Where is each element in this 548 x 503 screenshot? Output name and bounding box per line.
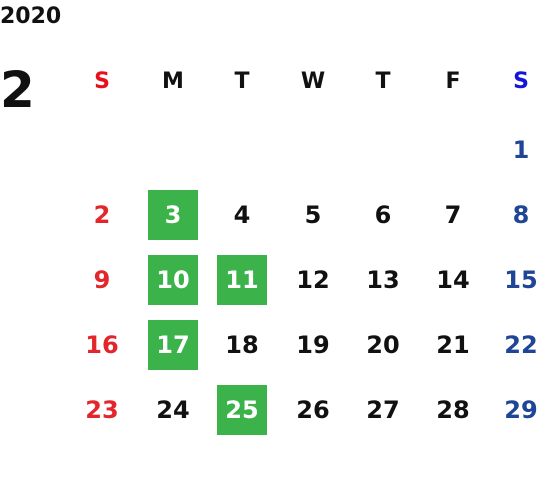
day-cell-5[interactable]: 5	[304, 201, 322, 229]
day-cell-16[interactable]: 16	[85, 331, 119, 359]
day-cell-23[interactable]: 23	[85, 396, 119, 424]
day-cell-10[interactable]: 10	[148, 255, 198, 305]
day-cell-25[interactable]: 25	[217, 385, 267, 435]
day-cell-27[interactable]: 27	[366, 396, 400, 424]
month-number: 2	[0, 61, 35, 119]
year-label: 2020	[0, 4, 62, 29]
day-cell-19[interactable]: 19	[296, 331, 330, 359]
day-cell-22[interactable]: 22	[504, 331, 538, 359]
day-cell-11[interactable]: 11	[217, 255, 267, 305]
weekday-header-saturday: S	[513, 69, 529, 94]
day-cell-28[interactable]: 28	[436, 396, 470, 424]
day-cell-12[interactable]: 12	[296, 266, 330, 294]
day-cell-26[interactable]: 26	[296, 396, 330, 424]
day-cell-3[interactable]: 3	[148, 190, 198, 240]
day-cell-13[interactable]: 13	[366, 266, 400, 294]
day-cell-18[interactable]: 18	[225, 331, 259, 359]
day-cell-24[interactable]: 24	[156, 396, 190, 424]
day-cell-6[interactable]: 6	[374, 201, 392, 229]
day-cell-17[interactable]: 17	[148, 320, 198, 370]
day-cell-8[interactable]: 8	[512, 201, 530, 229]
day-cell-4[interactable]: 4	[233, 201, 251, 229]
day-cell-9[interactable]: 9	[93, 266, 111, 294]
day-cell-20[interactable]: 20	[366, 331, 400, 359]
weekday-header-thursday: T	[375, 69, 391, 94]
weekday-header-sunday: S	[94, 69, 110, 94]
weekday-header-monday: M	[162, 69, 184, 94]
weekday-header-friday: F	[445, 69, 461, 94]
weekday-header-wednesday: W	[300, 69, 326, 94]
day-cell-21[interactable]: 21	[436, 331, 470, 359]
weekday-header-tuesday: T	[234, 69, 250, 94]
day-cell-29[interactable]: 29	[504, 396, 538, 424]
day-cell-2[interactable]: 2	[93, 201, 111, 229]
day-cell-7[interactable]: 7	[444, 201, 462, 229]
day-cell-15[interactable]: 15	[504, 266, 538, 294]
day-cell-1[interactable]: 1	[512, 136, 530, 164]
day-cell-14[interactable]: 14	[436, 266, 470, 294]
